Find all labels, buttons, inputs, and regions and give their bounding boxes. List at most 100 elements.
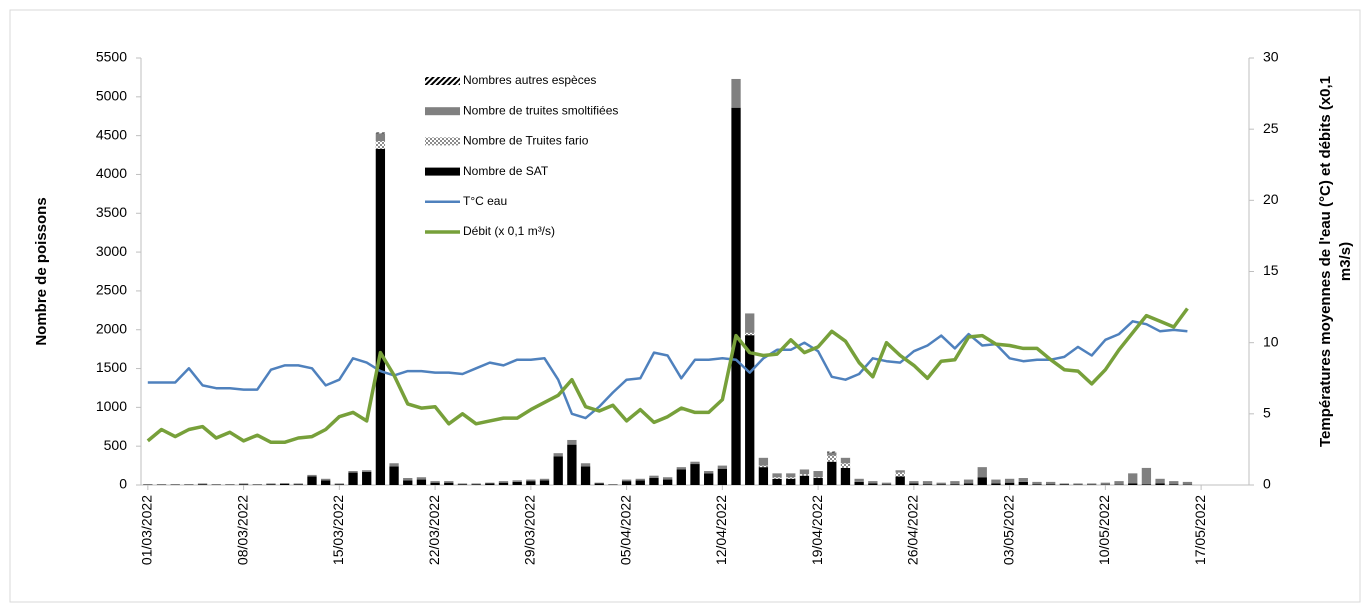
y-tick-label: 5500 [96,49,127,65]
y-tick-label: 5000 [96,88,127,104]
bar-segment [444,481,454,483]
y2-tick-label: 10 [1263,333,1279,349]
bar-segment [799,469,810,475]
legend-swatch [425,167,460,176]
x-tick-label: 08/03/2022 [234,495,250,565]
bar-segment [717,468,728,485]
x-tick-label: 05/04/2022 [617,495,633,565]
bar-segment [498,481,509,483]
bar-segment [868,483,878,485]
bar-segment [813,478,823,485]
bar-segment [635,480,645,485]
bar-segment [416,479,427,485]
bar-segment [580,463,591,467]
bar-segment [649,475,659,479]
bar-segment [512,480,522,482]
bar-segment [813,477,823,479]
y-tick-label: 3000 [96,243,127,259]
bar-segment [430,482,440,485]
bar-segment [307,474,317,477]
bar-segment [662,479,673,485]
bar-segment [909,481,919,484]
bar-segment [1059,484,1069,485]
bar-segment [936,482,946,485]
bar-segment [745,335,755,485]
x-tick-label: 19/04/2022 [809,495,825,565]
bar-segment [1114,481,1124,485]
bar-segment [403,480,413,485]
bar-segment [936,484,946,485]
bar-segment [909,483,919,485]
bar-segment [444,482,454,485]
bar-segment [293,483,303,485]
bar-segment [676,467,686,470]
bar-segment [348,472,358,485]
y2-tick-label: 15 [1263,262,1279,278]
x-tick-label: 22/03/2022 [426,495,442,565]
bar-segment [266,483,276,485]
bar-segment [786,477,796,479]
x-tick-label: 03/05/2022 [1000,495,1016,565]
bar-segment [1155,478,1165,484]
bar-segment [922,481,933,485]
bar-segment [868,481,878,484]
bar-segment [1182,481,1193,485]
bar-segment [197,484,208,485]
bar-segment [827,452,837,456]
bar-segment [786,478,796,485]
bar-segment [1169,481,1179,485]
bar-segment [854,478,864,482]
bar-segment [840,467,851,485]
bar-segment [334,483,344,485]
bar-segment [1018,481,1028,485]
bar-segment [334,484,344,485]
bar-segment [895,470,905,473]
bar-segment [1141,484,1152,485]
bar-segment [512,481,522,485]
bar-segment [1059,483,1069,485]
x-tick-label: 01/03/2022 [139,495,155,565]
bar-segment [854,481,864,485]
bar-segment [1073,483,1083,485]
x-tick-label: 10/05/2022 [1096,495,1112,565]
bar-segment [279,483,290,484]
bar-segment [799,475,810,485]
y-tick-label: 4000 [96,165,127,181]
bar-segment [567,439,577,445]
bar-segment [1100,482,1111,485]
bar-segment [772,477,782,479]
bar-segment [731,78,741,108]
bar-segment [321,480,331,485]
bar-segment [471,484,481,485]
legend-swatch [425,107,460,116]
bar-segment [1018,478,1028,482]
bar-segment [348,471,358,473]
legend-label: Nombre de Truites fario [463,134,589,148]
bar-segment [485,482,495,484]
bar-segment [1046,481,1056,485]
bar-segment [840,463,851,468]
bar-segment [539,478,550,481]
legend-label: T°C eau [463,194,507,208]
bar-segment [827,461,837,485]
bar-segment [895,476,905,485]
bar-segment [881,484,892,485]
bar-segment [922,484,933,485]
legend-label: Nombre de SAT [463,164,549,178]
bar-segment [238,483,249,485]
bar-segment [526,481,536,485]
bar-segment [717,465,728,469]
bar-segment [375,148,386,486]
bar-segment [1004,478,1015,483]
bar-segment [649,478,659,485]
bar-segment [457,483,468,485]
bar-segment [1128,473,1138,484]
bar-segment [457,484,468,485]
bar-segment [362,471,372,485]
y-tick-label: 0 [119,476,127,492]
x-tick-label: 12/04/2022 [713,495,729,565]
bar-segment [950,484,960,485]
x-tick-label: 26/04/2022 [905,495,921,565]
bar-segment [731,107,741,486]
bar-segment [813,471,823,478]
